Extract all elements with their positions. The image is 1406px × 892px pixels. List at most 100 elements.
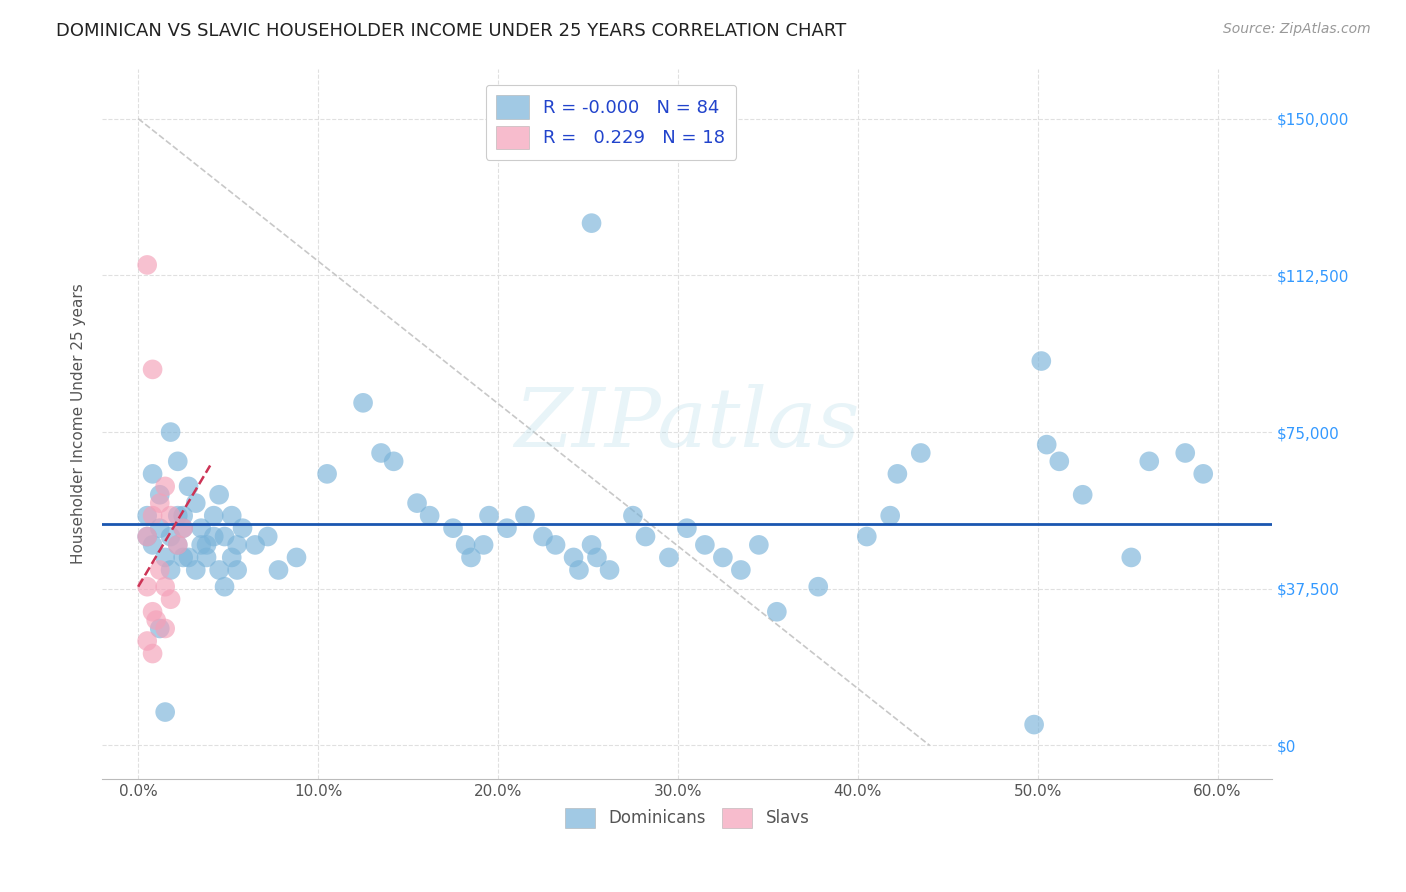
Point <box>285 550 308 565</box>
Point <box>190 538 212 552</box>
Point <box>177 550 200 565</box>
Text: Source: ZipAtlas.com: Source: ZipAtlas.com <box>1223 22 1371 37</box>
Point <box>513 508 536 523</box>
Point <box>1192 467 1215 481</box>
Point <box>202 508 225 523</box>
Point <box>159 530 181 544</box>
Point <box>208 488 231 502</box>
Point <box>1047 454 1070 468</box>
Point <box>190 521 212 535</box>
Point <box>159 592 181 607</box>
Point <box>634 530 657 544</box>
Point <box>221 550 243 565</box>
Point <box>159 508 181 523</box>
Point <box>172 508 194 523</box>
Point <box>1174 446 1197 460</box>
Point <box>621 508 644 523</box>
Point <box>441 521 464 535</box>
Point <box>1121 550 1143 565</box>
Point <box>382 454 405 468</box>
Point <box>153 550 176 565</box>
Point <box>136 530 159 544</box>
Point <box>172 550 194 565</box>
Point <box>136 508 159 523</box>
Point <box>149 521 172 535</box>
Point <box>599 563 621 577</box>
Point <box>149 496 172 510</box>
Point <box>1031 354 1053 368</box>
Point <box>159 563 181 577</box>
Point <box>153 622 176 636</box>
Point <box>166 454 188 468</box>
Point <box>226 538 249 552</box>
Point <box>172 521 194 535</box>
Point <box>136 530 159 544</box>
Point <box>496 521 519 535</box>
Point <box>166 508 188 523</box>
Y-axis label: Householder Income Under 25 years: Householder Income Under 25 years <box>72 284 86 564</box>
Point <box>267 563 290 577</box>
Point <box>1137 454 1160 468</box>
Point <box>195 538 218 552</box>
Point <box>177 479 200 493</box>
Point <box>693 538 716 552</box>
Point <box>149 622 172 636</box>
Point <box>172 521 194 535</box>
Point <box>184 563 207 577</box>
Point <box>531 530 554 544</box>
Point <box>256 530 278 544</box>
Point <box>910 446 932 460</box>
Point <box>1022 717 1045 731</box>
Point <box>214 580 236 594</box>
Point <box>136 258 159 272</box>
Point <box>478 508 501 523</box>
Point <box>214 530 236 544</box>
Point <box>221 508 243 523</box>
Point <box>142 362 165 376</box>
Point <box>153 479 176 493</box>
Point <box>136 634 159 648</box>
Point <box>676 521 699 535</box>
Point <box>879 508 901 523</box>
Point <box>562 550 585 565</box>
Point <box>586 550 609 565</box>
Point <box>149 563 172 577</box>
Point <box>166 538 188 552</box>
Point <box>142 508 165 523</box>
Point <box>658 550 681 565</box>
Point <box>142 467 165 481</box>
Point <box>748 538 770 552</box>
Point <box>153 580 176 594</box>
Point <box>184 496 207 510</box>
Point <box>352 396 374 410</box>
Point <box>145 613 167 627</box>
Point <box>202 530 225 544</box>
Point <box>149 488 172 502</box>
Point <box>153 705 176 719</box>
Point <box>544 538 567 552</box>
Point <box>142 605 165 619</box>
Point <box>730 563 752 577</box>
Point <box>159 425 181 439</box>
Point <box>195 550 218 565</box>
Point <box>1035 437 1057 451</box>
Point <box>766 605 789 619</box>
Point <box>886 467 908 481</box>
Point <box>316 467 339 481</box>
Point <box>807 580 830 594</box>
Text: DOMINICAN VS SLAVIC HOUSEHOLDER INCOME UNDER 25 YEARS CORRELATION CHART: DOMINICAN VS SLAVIC HOUSEHOLDER INCOME U… <box>56 22 846 40</box>
Point <box>581 216 603 230</box>
Point <box>711 550 734 565</box>
Point <box>370 446 392 460</box>
Point <box>856 530 879 544</box>
Point <box>1071 488 1094 502</box>
Point <box>232 521 254 535</box>
Point <box>243 538 266 552</box>
Point <box>406 496 429 510</box>
Point <box>581 538 603 552</box>
Text: ZIPatlas: ZIPatlas <box>515 384 859 464</box>
Point <box>568 563 591 577</box>
Point <box>166 538 188 552</box>
Point <box>136 580 159 594</box>
Point <box>454 538 477 552</box>
